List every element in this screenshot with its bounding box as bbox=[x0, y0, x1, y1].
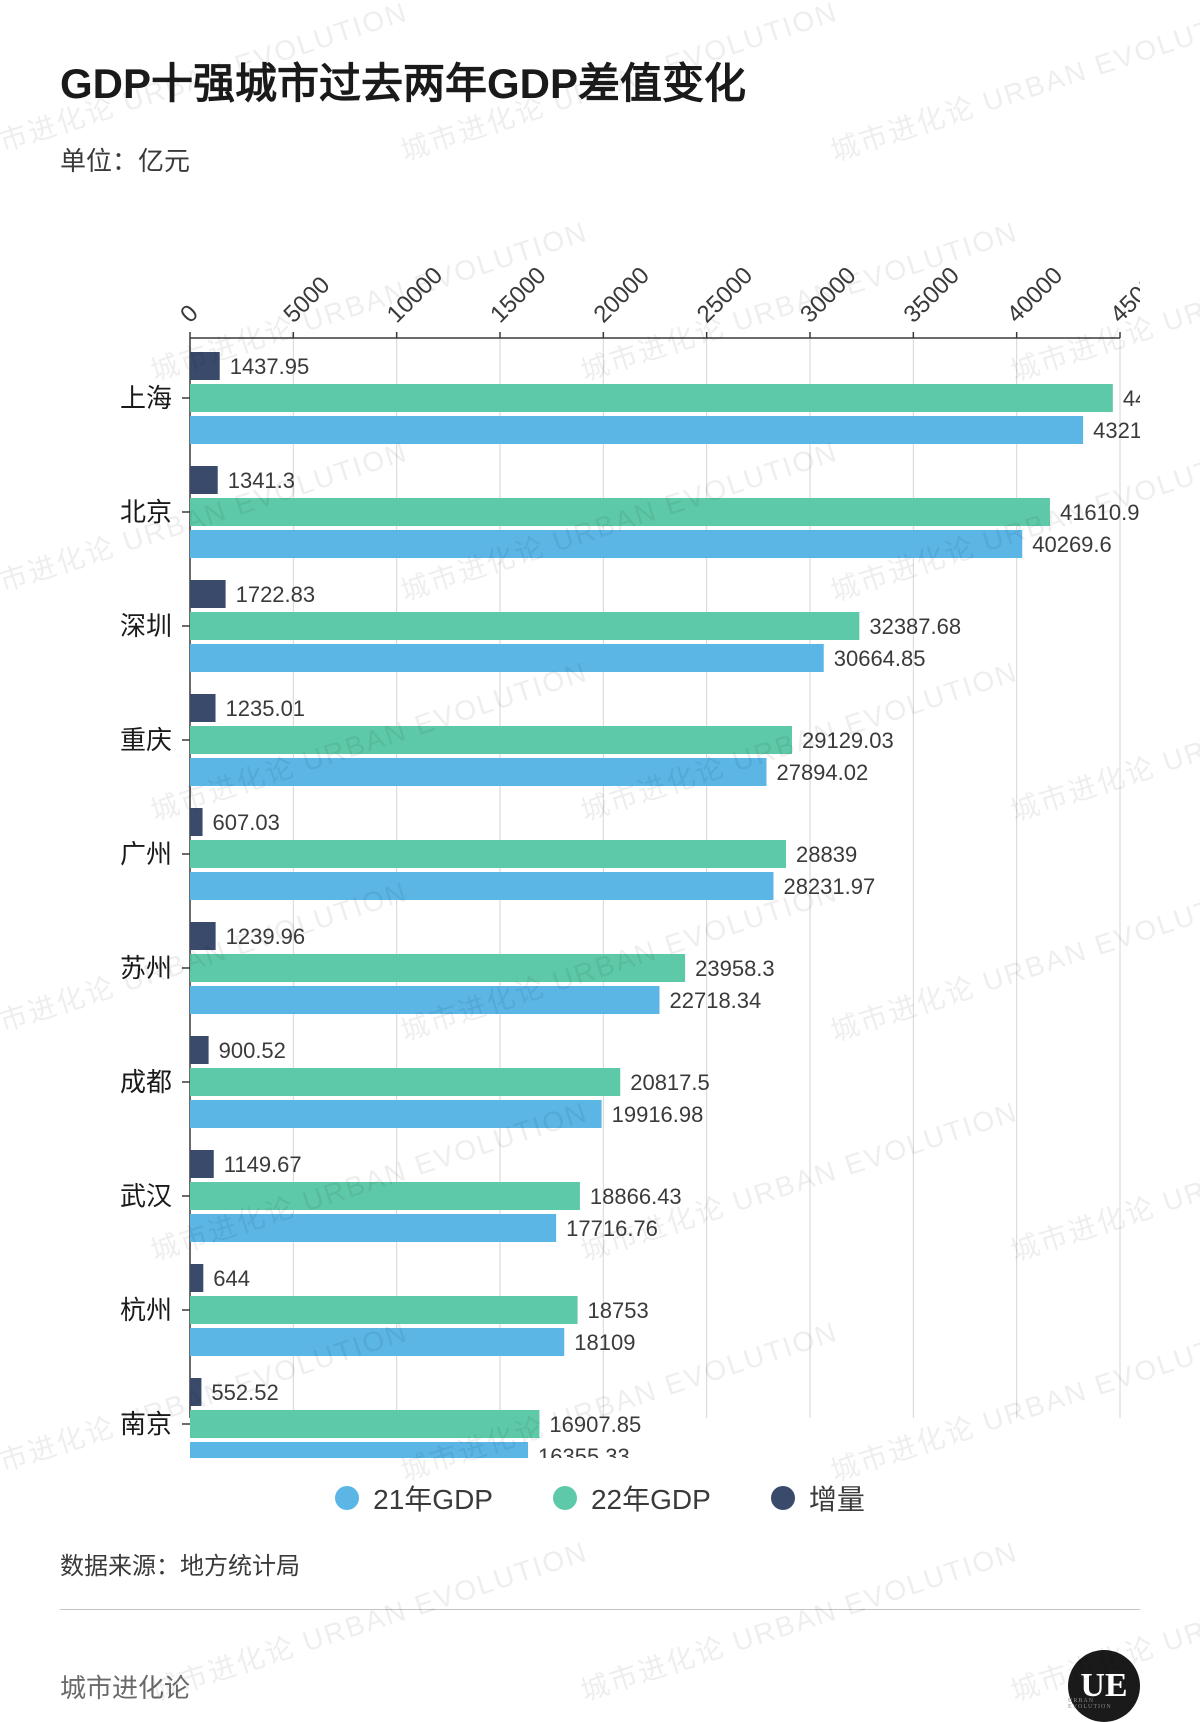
bar-value-label: 41610.9 bbox=[1060, 500, 1140, 525]
bar-gdp22 bbox=[190, 954, 685, 982]
bar-gdp21 bbox=[190, 1328, 564, 1356]
source-label: 数据来源：地方统计局 bbox=[60, 1546, 1140, 1610]
bar-delta bbox=[190, 694, 216, 722]
bar-value-label: 1239.96 bbox=[226, 924, 306, 949]
bar-delta bbox=[190, 1264, 203, 1292]
city-label: 杭州 bbox=[120, 1295, 172, 1325]
bar-delta bbox=[190, 580, 226, 608]
chart-title: GDP十强城市过去两年GDP差值变化 bbox=[60, 50, 1140, 111]
legend-dot-icon bbox=[553, 1486, 577, 1510]
legend-label: 增量 bbox=[809, 1478, 865, 1518]
bar-gdp21 bbox=[190, 644, 824, 672]
legend-dot-icon bbox=[335, 1486, 359, 1510]
bar-delta bbox=[190, 352, 220, 380]
bar-value-label: 607.03 bbox=[213, 810, 280, 835]
bar-value-label: 18866.43 bbox=[590, 1184, 682, 1209]
bar-value-label: 18109 bbox=[574, 1330, 635, 1355]
city-label: 北京 bbox=[120, 497, 172, 527]
legend-label: 22年GDP bbox=[591, 1478, 711, 1518]
bar-value-label: 19916.98 bbox=[612, 1102, 704, 1127]
bar-value-label: 20817.5 bbox=[630, 1070, 710, 1095]
bar-value-label: 1235.01 bbox=[226, 696, 306, 721]
legend-item-gdp21: 21年GDP bbox=[335, 1478, 493, 1518]
bar-value-label: 30664.85 bbox=[834, 646, 926, 671]
bar-value-label: 16907.85 bbox=[549, 1412, 641, 1437]
unit-label: 单位：亿元 bbox=[60, 141, 1140, 178]
bar-gdp22 bbox=[190, 1182, 580, 1210]
bar-value-label: 28231.97 bbox=[783, 874, 875, 899]
legend-item-delta: 增量 bbox=[771, 1478, 865, 1518]
bar-value-label: 900.52 bbox=[219, 1038, 286, 1063]
bar-value-label: 43214.85 bbox=[1093, 418, 1140, 443]
bar-value-label: 17716.76 bbox=[566, 1216, 658, 1241]
gdp-bar-chart: 0500010000150002000025000300003500040000… bbox=[60, 198, 1140, 1458]
bar-gdp22 bbox=[190, 498, 1050, 526]
bar-value-label: 32387.68 bbox=[869, 614, 961, 639]
bar-value-label: 1341.3 bbox=[228, 468, 295, 493]
bar-gdp22 bbox=[190, 1068, 620, 1096]
city-label: 广州 bbox=[120, 839, 172, 869]
bar-gdp22 bbox=[190, 1296, 578, 1324]
bar-gdp22 bbox=[190, 840, 786, 868]
legend: 21年GDP 22年GDP 增量 bbox=[60, 1478, 1140, 1518]
bar-value-label: 1149.67 bbox=[224, 1152, 302, 1177]
bar-delta bbox=[190, 1036, 209, 1064]
bar-gdp21 bbox=[190, 872, 773, 900]
bar-gdp22 bbox=[190, 1410, 539, 1438]
bar-gdp21 bbox=[190, 416, 1083, 444]
bar-gdp22 bbox=[190, 612, 859, 640]
bar-value-label: 29129.03 bbox=[802, 728, 894, 753]
city-label: 上海 bbox=[120, 383, 172, 413]
bar-gdp22 bbox=[190, 384, 1113, 412]
bar-value-label: 28839 bbox=[796, 842, 857, 867]
bar-value-label: 27894.02 bbox=[776, 760, 868, 785]
bar-value-label: 40269.6 bbox=[1032, 532, 1112, 557]
city-label: 成都 bbox=[120, 1067, 172, 1097]
bar-delta bbox=[190, 466, 218, 494]
legend-label: 21年GDP bbox=[373, 1478, 493, 1518]
bar-value-label: 44652.8 bbox=[1123, 386, 1140, 411]
bar-gdp21 bbox=[190, 1442, 528, 1458]
bar-delta bbox=[190, 1378, 201, 1406]
bar-value-label: 23958.3 bbox=[695, 956, 775, 981]
bar-value-label: 1437.95 bbox=[230, 354, 310, 379]
footer-brand: 城市进化论 bbox=[60, 1668, 190, 1705]
bar-gdp21 bbox=[190, 1100, 602, 1128]
bar-gdp21 bbox=[190, 1214, 556, 1242]
bar-gdp21 bbox=[190, 758, 766, 786]
bar-value-label: 18753 bbox=[588, 1298, 649, 1323]
bar-value-label: 22718.34 bbox=[670, 988, 762, 1013]
bar-delta bbox=[190, 1150, 214, 1178]
bar-value-label: 552.52 bbox=[211, 1380, 278, 1405]
city-label: 苏州 bbox=[120, 953, 172, 983]
brand-logo: UE bbox=[1068, 1650, 1140, 1722]
city-label: 重庆 bbox=[120, 725, 172, 755]
bar-value-label: 644 bbox=[213, 1266, 250, 1291]
legend-dot-icon bbox=[771, 1486, 795, 1510]
bar-gdp22 bbox=[190, 726, 792, 754]
city-label: 深圳 bbox=[120, 611, 172, 641]
city-label: 南京 bbox=[120, 1409, 172, 1439]
chart-container: 0500010000150002000025000300003500040000… bbox=[60, 198, 1140, 1458]
bar-value-label: 1722.83 bbox=[236, 582, 316, 607]
city-label: 武汉 bbox=[120, 1181, 172, 1211]
bar-value-label: 16355.33 bbox=[538, 1444, 630, 1458]
legend-item-gdp22: 22年GDP bbox=[553, 1478, 711, 1518]
bar-gdp21 bbox=[190, 986, 660, 1014]
bar-gdp21 bbox=[190, 530, 1022, 558]
bar-delta bbox=[190, 922, 216, 950]
bar-delta bbox=[190, 808, 203, 836]
